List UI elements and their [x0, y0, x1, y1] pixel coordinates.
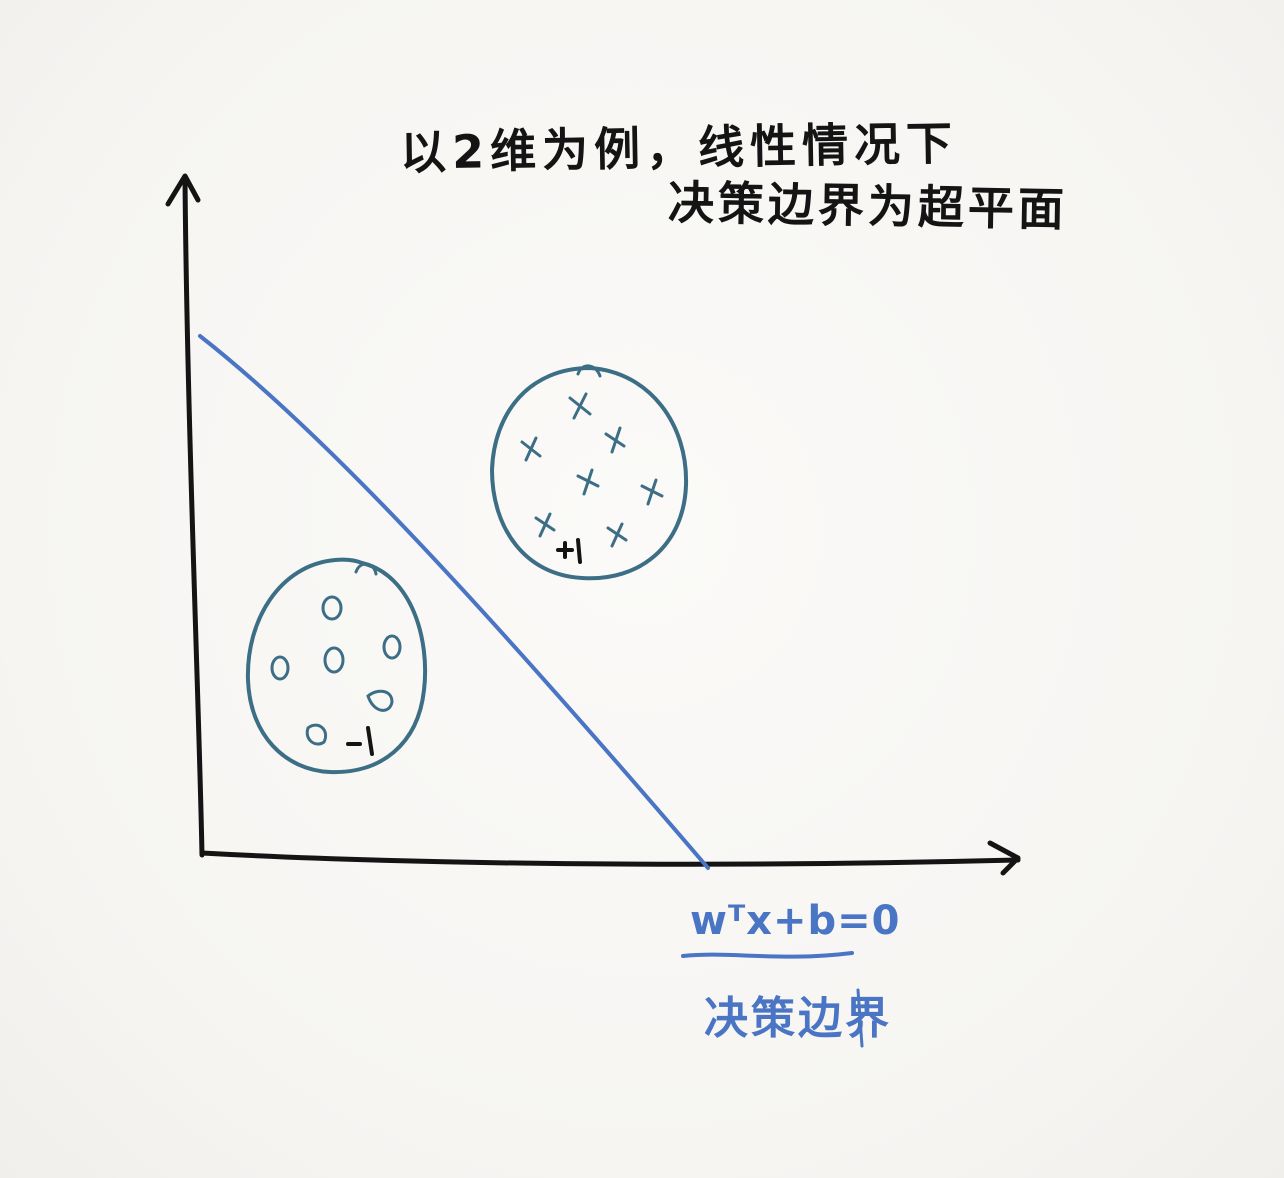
x-marker: [640, 478, 664, 506]
x-axis-arrowhead: [987, 840, 1021, 876]
title-line-2: 决策边界为超平面: [667, 175, 1069, 237]
o-marker: [270, 655, 290, 681]
o-marker: [382, 634, 402, 660]
positive-cluster-circle: [489, 365, 689, 581]
x-marker: [534, 512, 556, 538]
x-marker: [520, 436, 542, 462]
positive-label: [556, 538, 582, 564]
boundary-equation: wᵀx+b=0: [690, 898, 901, 944]
x-axis: [199, 850, 1021, 867]
equation-underline: [681, 951, 854, 959]
x-marker: [606, 522, 628, 548]
o-marker: [366, 689, 394, 712]
negative-cluster-circle: [245, 557, 428, 775]
o-marker: [323, 646, 345, 674]
o-marker: [321, 595, 343, 621]
negative-cluster: [245, 557, 428, 775]
negative-cluster-squiggle: [354, 562, 378, 576]
negative-label: [346, 726, 374, 756]
y-axis: [182, 175, 205, 858]
x-marker: [568, 392, 592, 420]
boundary-label: 决策边界: [704, 993, 892, 1044]
y-axis-arrowhead: [165, 173, 201, 207]
decision-boundary-line: [198, 334, 710, 870]
o-marker: [305, 723, 327, 746]
x-marker: [604, 426, 626, 454]
label-tick: [856, 988, 864, 1048]
positive-cluster: [489, 364, 689, 581]
x-marker: [576, 468, 600, 496]
positive-cluster-squiggle: [576, 364, 602, 378]
